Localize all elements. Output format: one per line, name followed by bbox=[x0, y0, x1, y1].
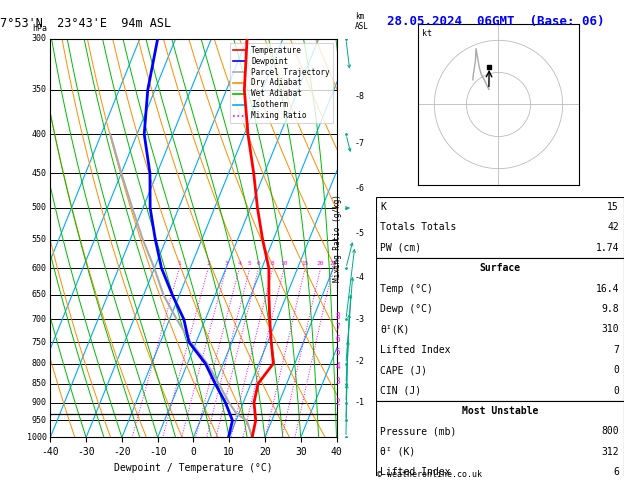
Text: 25: 25 bbox=[329, 261, 337, 266]
Text: Totals Totals: Totals Totals bbox=[381, 223, 457, 232]
Text: 28.05.2024  06GMT  (Base: 06): 28.05.2024 06GMT (Base: 06) bbox=[387, 15, 604, 28]
Text: 15: 15 bbox=[301, 261, 309, 266]
Bar bbox=[376, 401, 624, 486]
Text: 4: 4 bbox=[335, 362, 340, 371]
Text: 650: 650 bbox=[32, 290, 47, 299]
Text: 1: 1 bbox=[177, 261, 181, 266]
Text: 0: 0 bbox=[613, 365, 619, 375]
Text: 600: 600 bbox=[32, 264, 47, 273]
Text: CIN (J): CIN (J) bbox=[381, 385, 421, 396]
Text: 16.4: 16.4 bbox=[596, 284, 619, 294]
Text: -5: -5 bbox=[355, 229, 365, 238]
Text: 2: 2 bbox=[206, 261, 210, 266]
X-axis label: Dewpoint / Temperature (°C): Dewpoint / Temperature (°C) bbox=[114, 463, 273, 473]
Text: 2: 2 bbox=[335, 398, 340, 407]
Text: 450: 450 bbox=[32, 169, 47, 177]
Text: © weatheronline.co.uk: © weatheronline.co.uk bbox=[377, 469, 482, 479]
Text: 10: 10 bbox=[281, 261, 287, 266]
Text: -8: -8 bbox=[355, 92, 365, 101]
Text: 7: 7 bbox=[335, 323, 340, 332]
Text: 312: 312 bbox=[601, 447, 619, 457]
Text: -7: -7 bbox=[355, 139, 365, 148]
Text: Surface: Surface bbox=[479, 263, 520, 273]
Text: Dewp (°C): Dewp (°C) bbox=[381, 304, 433, 314]
Text: 4: 4 bbox=[237, 261, 241, 266]
Text: 1000: 1000 bbox=[27, 433, 47, 442]
Text: 8: 8 bbox=[271, 261, 275, 266]
Legend: Temperature, Dewpoint, Parcel Trajectory, Dry Adiabat, Wet Adiabat, Isotherm, Mi: Temperature, Dewpoint, Parcel Trajectory… bbox=[230, 43, 333, 123]
Text: Lifted Index: Lifted Index bbox=[381, 467, 451, 477]
Text: 7: 7 bbox=[613, 345, 619, 355]
Text: 37°53'N  23°43'E  94m ASL: 37°53'N 23°43'E 94m ASL bbox=[0, 17, 171, 30]
Text: 800: 800 bbox=[601, 426, 619, 436]
Text: CAPE (J): CAPE (J) bbox=[381, 365, 428, 375]
Text: 1.74: 1.74 bbox=[596, 243, 619, 253]
Text: 5: 5 bbox=[248, 261, 252, 266]
Text: 9.8: 9.8 bbox=[601, 304, 619, 314]
Text: θᴵ (K): θᴵ (K) bbox=[381, 447, 416, 457]
Text: 3: 3 bbox=[225, 261, 228, 266]
Text: 310: 310 bbox=[601, 325, 619, 334]
Text: 500: 500 bbox=[32, 204, 47, 212]
Text: 6: 6 bbox=[335, 335, 340, 345]
Text: Pressure (mb): Pressure (mb) bbox=[381, 426, 457, 436]
Text: Most Unstable: Most Unstable bbox=[462, 406, 538, 416]
Bar bbox=[376, 258, 624, 401]
Text: km
ASL: km ASL bbox=[355, 12, 369, 31]
Text: 42: 42 bbox=[607, 223, 619, 232]
Text: 700: 700 bbox=[32, 315, 47, 324]
Text: Mixing Ratio (g/kg): Mixing Ratio (g/kg) bbox=[333, 194, 342, 282]
Text: 550: 550 bbox=[32, 235, 47, 244]
Text: 8: 8 bbox=[335, 312, 340, 320]
Text: K: K bbox=[381, 202, 386, 212]
Text: Lifted Index: Lifted Index bbox=[381, 345, 451, 355]
Text: -6: -6 bbox=[355, 184, 365, 193]
Text: 300: 300 bbox=[32, 35, 47, 43]
Text: θᴵ(K): θᴵ(K) bbox=[381, 325, 410, 334]
Text: Temp (°C): Temp (°C) bbox=[381, 284, 433, 294]
Text: PW (cm): PW (cm) bbox=[381, 243, 421, 253]
Text: 6: 6 bbox=[613, 467, 619, 477]
Text: 3: 3 bbox=[335, 377, 340, 386]
Text: 950: 950 bbox=[32, 416, 47, 425]
Text: kt: kt bbox=[421, 29, 431, 38]
Text: 850: 850 bbox=[32, 379, 47, 388]
Text: hPa: hPa bbox=[32, 24, 47, 33]
Text: 15: 15 bbox=[607, 202, 619, 212]
Text: 20: 20 bbox=[317, 261, 325, 266]
Text: 800: 800 bbox=[32, 359, 47, 368]
Text: 750: 750 bbox=[32, 338, 47, 347]
Text: 0: 0 bbox=[613, 385, 619, 396]
Text: 400: 400 bbox=[32, 130, 47, 139]
Text: -3: -3 bbox=[355, 315, 365, 324]
Text: -4: -4 bbox=[355, 273, 365, 281]
Text: 5: 5 bbox=[335, 347, 340, 357]
Text: -1: -1 bbox=[355, 398, 365, 407]
Text: 350: 350 bbox=[32, 86, 47, 94]
Text: -2: -2 bbox=[355, 357, 365, 366]
Text: 6: 6 bbox=[257, 261, 260, 266]
Text: 900: 900 bbox=[32, 398, 47, 407]
Bar bbox=[376, 197, 624, 258]
